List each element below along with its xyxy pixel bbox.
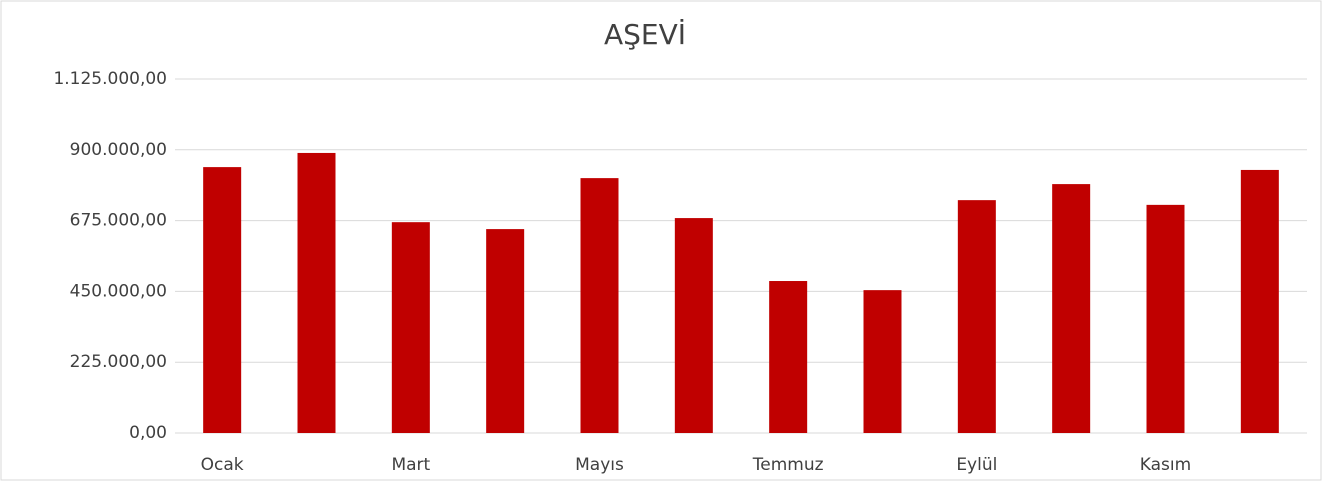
bar [391,222,430,433]
bar [1240,169,1279,433]
bar [957,200,996,433]
x-tick-label: Mayıs [575,455,624,475]
y-tick-label: 225.000,00 [70,352,167,372]
x-tick-label: Ocak [201,455,244,475]
y-tick-label: 675.000,00 [70,211,167,231]
y-tick-label: 0,00 [129,423,167,443]
bar [203,167,242,433]
y-tick-label: 900.000,00 [70,140,167,160]
x-tick-label: Temmuz [752,455,824,475]
x-tick-label: Kasım [1140,455,1191,475]
chart-title: AŞEVİ [604,18,686,51]
bar [674,218,713,433]
x-tick-label: Eylül [956,455,997,475]
bar [297,152,336,434]
y-tick-label: 1.125.000,00 [53,69,167,89]
bar [486,229,525,433]
bar [580,178,619,433]
bar [1146,204,1185,433]
bar [769,281,808,433]
bar [863,290,902,433]
y-tick-label: 450.000,00 [70,281,167,301]
bar [1052,184,1091,433]
x-tick-label: Mart [391,455,430,475]
